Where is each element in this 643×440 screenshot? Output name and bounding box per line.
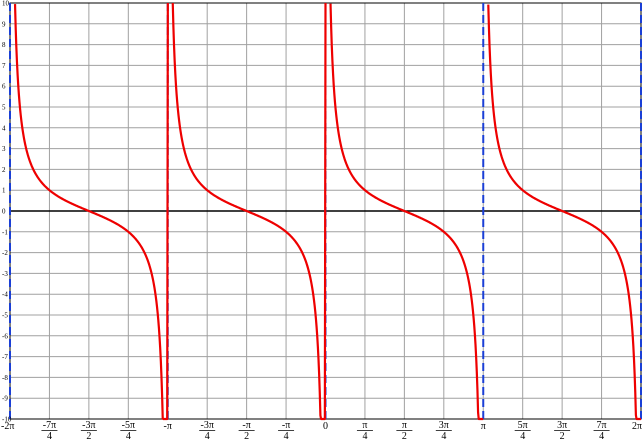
x-tick-denominator: 2 bbox=[86, 431, 91, 440]
y-tick-label: -6 bbox=[2, 332, 8, 340]
curve-series bbox=[13, 2, 642, 421]
x-tick-numerator: -3π bbox=[82, 420, 95, 431]
x-tick-fraction: 3π4 bbox=[435, 420, 452, 440]
y-tick-label: 5 bbox=[2, 104, 6, 112]
x-tick-denominator: 2 bbox=[244, 431, 249, 440]
y-tick-label: 3 bbox=[2, 145, 6, 153]
x-tick-denominator: 4 bbox=[284, 431, 289, 440]
y-tick-label: -8 bbox=[2, 374, 8, 382]
x-tick-denominator: 2 bbox=[560, 431, 565, 440]
x-tick-fraction: 7π4 bbox=[593, 420, 610, 440]
x-tick-denominator: 4 bbox=[441, 431, 446, 440]
y-tick-label: -1 bbox=[2, 228, 8, 236]
x-tick-fraction: -5π4 bbox=[120, 420, 137, 440]
x-tick-denominator: 4 bbox=[520, 431, 525, 440]
cot-branch-line bbox=[13, 2, 169, 421]
y-tick-label: 10 bbox=[2, 0, 10, 8]
cot-branch-line bbox=[171, 2, 327, 421]
x-tick-denominator: 4 bbox=[47, 431, 52, 440]
x-tick-numerator: π bbox=[362, 420, 367, 431]
x-tick-fraction: -π4 bbox=[278, 420, 295, 440]
x-tick-fraction: -7π4 bbox=[41, 420, 58, 440]
y-tick-label: -2 bbox=[2, 249, 8, 257]
x-tick-denominator: 4 bbox=[362, 431, 367, 440]
y-tick-label: 9 bbox=[2, 20, 6, 28]
x-tick-numerator: 5π bbox=[518, 420, 528, 431]
y-tick-label: 8 bbox=[2, 41, 6, 49]
y-tick-label: -4 bbox=[2, 291, 8, 299]
x-tick-numerator: π bbox=[402, 420, 407, 431]
x-tick-fraction: -3π4 bbox=[199, 420, 216, 440]
y-tick-label: 4 bbox=[2, 124, 6, 132]
x-tick-numerator: 3π bbox=[439, 420, 449, 431]
x-tick-fraction: -π2 bbox=[238, 420, 255, 440]
y-tick-label: 1 bbox=[2, 187, 6, 195]
y-tick-label: -7 bbox=[2, 353, 8, 361]
x-tick-numerator: -π bbox=[282, 420, 290, 431]
x-tick-label: π bbox=[481, 421, 486, 432]
x-tick-denominator: 2 bbox=[402, 431, 407, 440]
y-tick-label: -5 bbox=[2, 312, 8, 320]
y-tick-label: 7 bbox=[2, 62, 6, 70]
y-tick-label: -9 bbox=[2, 395, 8, 403]
x-tick-fraction: 5π4 bbox=[514, 420, 531, 440]
x-tick-fraction: π2 bbox=[396, 420, 413, 440]
x-tick-fraction: 3π2 bbox=[554, 420, 571, 440]
y-tick-label: -3 bbox=[2, 270, 8, 278]
y-tick-label: 2 bbox=[2, 166, 6, 174]
x-tick-label: 2π bbox=[632, 421, 642, 432]
x-tick-denominator: 4 bbox=[126, 431, 131, 440]
x-tick-numerator: 3π bbox=[557, 420, 567, 431]
x-tick-label: 0 bbox=[323, 421, 328, 432]
x-tick-denominator: 4 bbox=[599, 431, 604, 440]
x-tick-fraction: -3π2 bbox=[80, 420, 97, 440]
x-tick-label: -2π bbox=[1, 421, 14, 432]
x-tick-numerator: 7π bbox=[597, 420, 607, 431]
cot-branch-line bbox=[487, 4, 642, 421]
x-tick-fraction: π4 bbox=[356, 420, 373, 440]
x-tick-numerator: -7π bbox=[43, 420, 56, 431]
x-tick-numerator: -5π bbox=[122, 420, 135, 431]
y-tick-label: 6 bbox=[2, 83, 6, 91]
x-tick-numerator: -3π bbox=[200, 420, 213, 431]
cot-branch-line bbox=[329, 3, 484, 421]
x-tick-numerator: -π bbox=[242, 420, 250, 431]
x-tick-denominator: 4 bbox=[205, 431, 210, 440]
x-tick-label: -π bbox=[164, 421, 172, 432]
y-tick-label: 0 bbox=[2, 208, 6, 216]
y-tick-label: -10 bbox=[2, 416, 12, 424]
